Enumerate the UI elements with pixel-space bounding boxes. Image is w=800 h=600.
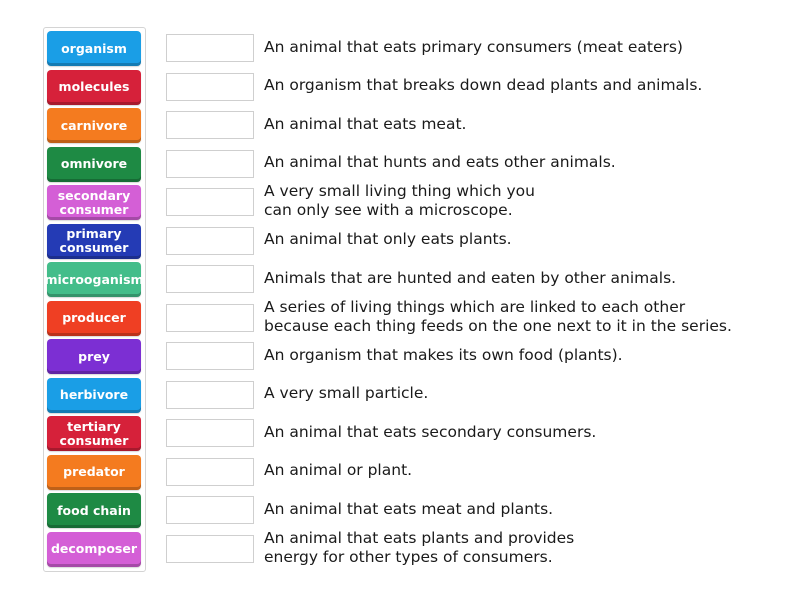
definition-text: An animal that eats plants and provides … bbox=[264, 528, 575, 566]
definition-text: An animal that hunts and eats other anim… bbox=[264, 153, 616, 171]
word-tile[interactable]: decomposer bbox=[47, 531, 141, 567]
definition-text: An animal or plant. bbox=[264, 461, 413, 479]
answer-drop-box[interactable] bbox=[166, 149, 254, 178]
word-tile[interactable]: prey bbox=[47, 339, 141, 374]
answer-drop-box[interactable] bbox=[166, 534, 254, 563]
answer-drop-box[interactable] bbox=[166, 419, 254, 447]
word-tile[interactable]: predator bbox=[47, 454, 141, 490]
word-tile[interactable]: molecules bbox=[47, 69, 141, 105]
definition-text: An animal that eats secondary consumers. bbox=[264, 422, 597, 441]
word-tile[interactable]: omnivore bbox=[47, 146, 141, 182]
answer-drop-box[interactable] bbox=[166, 303, 254, 332]
answer-drop-box[interactable] bbox=[166, 34, 254, 62]
definition-text: A very small particle. bbox=[264, 384, 429, 402]
word-tile[interactable]: primary consumer bbox=[47, 223, 141, 259]
definition-text: An animal that eats meat. bbox=[264, 114, 467, 133]
answer-drop-box[interactable] bbox=[166, 188, 254, 216]
definition-text: Animals that are hunted and eaten by oth… bbox=[264, 268, 677, 287]
answer-drop-box[interactable] bbox=[166, 111, 254, 139]
answer-drop-box[interactable] bbox=[166, 226, 254, 255]
word-tile[interactable]: food chain bbox=[47, 493, 141, 528]
word-tile[interactable]: organism bbox=[47, 31, 141, 66]
answer-drop-box[interactable] bbox=[166, 496, 254, 524]
definition-text: An organism that makes its own food (pla… bbox=[264, 345, 623, 364]
answer-drop-box[interactable] bbox=[166, 72, 254, 101]
word-tile[interactable]: microoganism bbox=[44, 262, 144, 297]
answer-drop-box[interactable] bbox=[166, 342, 254, 370]
definition-text: An animal that eats meat and plants. bbox=[264, 499, 554, 518]
word-tile[interactable]: carnivore bbox=[47, 108, 141, 143]
definition-text: An animal that only eats plants. bbox=[264, 230, 512, 248]
definition-text: A very small living thing which you can … bbox=[264, 182, 535, 219]
definition-text: A series of living things which are link… bbox=[264, 297, 732, 335]
definition-text: An organism that breaks down dead plants… bbox=[264, 76, 703, 94]
answer-drop-box[interactable] bbox=[166, 265, 254, 293]
word-tile[interactable]: secondary consumer bbox=[47, 185, 141, 220]
answer-drop-box[interactable] bbox=[166, 380, 254, 409]
definition-text: An animal that eats primary consumers (m… bbox=[264, 37, 683, 56]
word-tile[interactable]: herbivore bbox=[47, 377, 141, 413]
answer-drop-box[interactable] bbox=[166, 457, 254, 486]
word-tile[interactable]: producer bbox=[47, 300, 141, 336]
word-tile[interactable]: tertiary consumer bbox=[47, 416, 141, 451]
